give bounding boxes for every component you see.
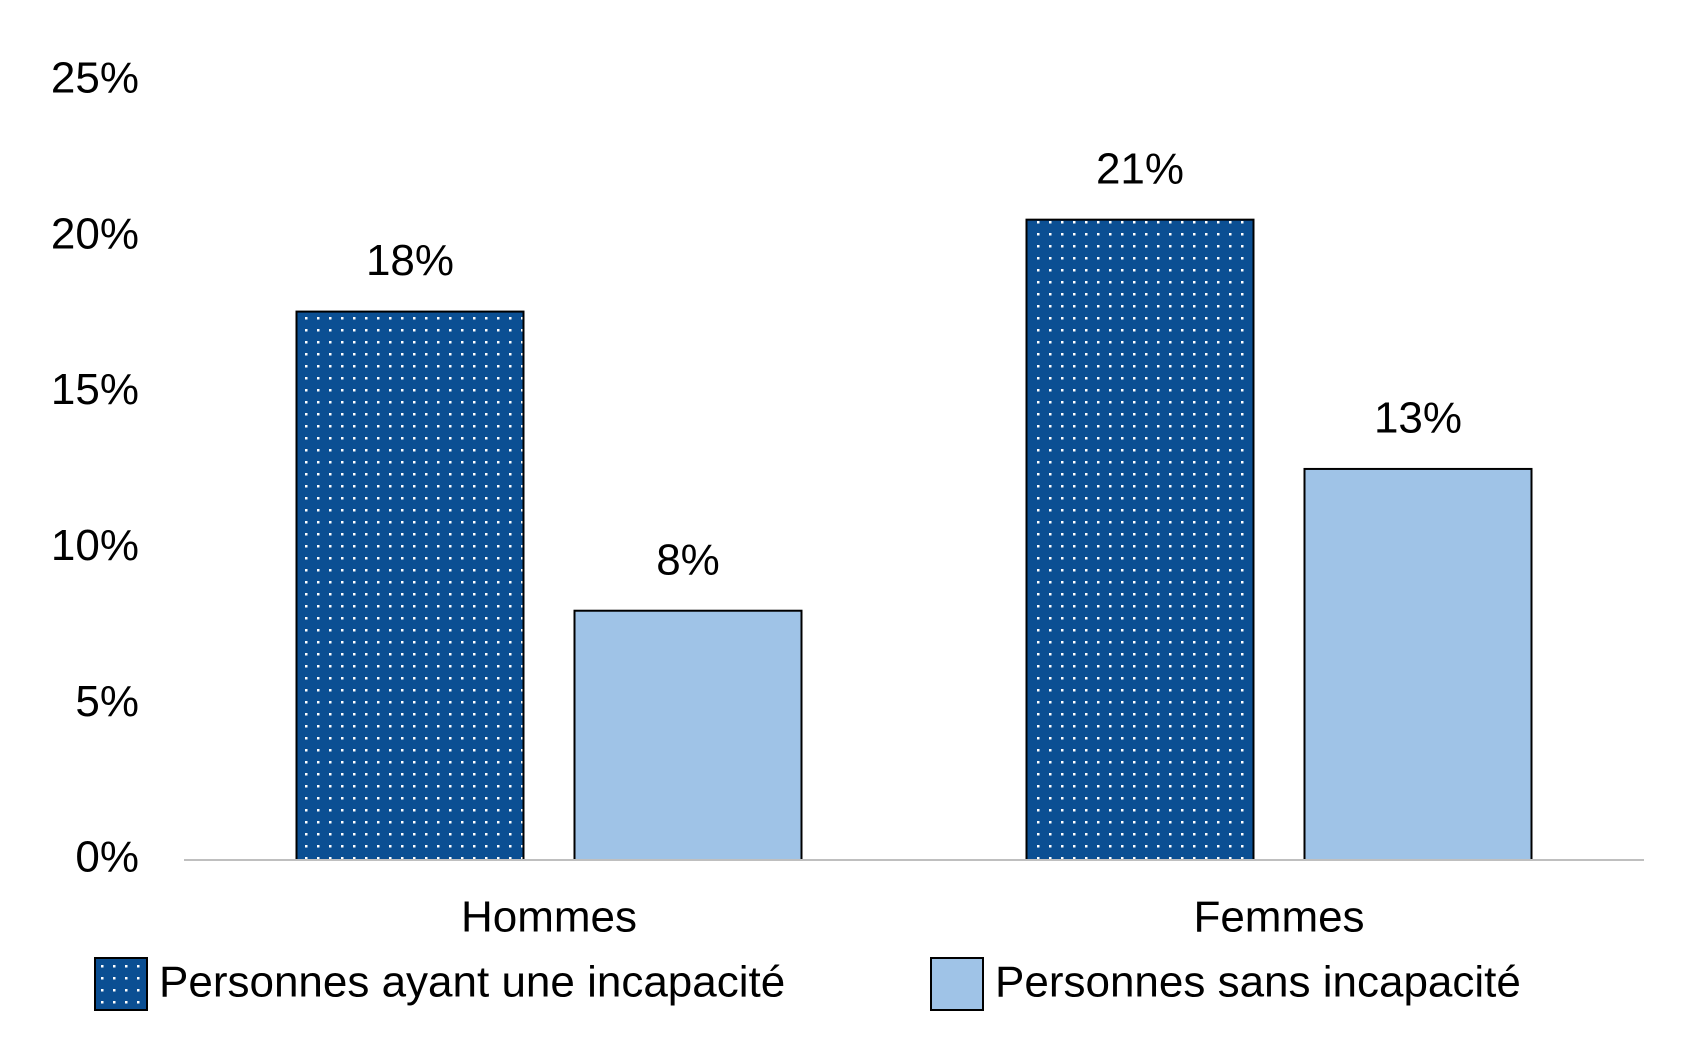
x-tick-label: Femmes — [1193, 893, 1364, 942]
data-label: 8% — [656, 535, 720, 584]
y-tick-label: 0% — [75, 833, 139, 882]
legend-swatch — [94, 957, 148, 1011]
bar — [573, 609, 803, 861]
bar — [295, 310, 525, 862]
legend-label: Personnes sans incapacité — [995, 958, 1521, 1007]
y-tick-label: 5% — [75, 677, 139, 726]
legend-label: Personnes ayant une incapacité — [159, 958, 785, 1007]
y-tick-label: 20% — [51, 209, 139, 258]
legend-swatch — [930, 957, 984, 1011]
bar — [1025, 218, 1255, 862]
data-label: 13% — [1374, 394, 1462, 443]
y-tick-label: 10% — [51, 521, 139, 570]
y-tick-label: 15% — [51, 365, 139, 414]
x-tick-label: Hommes — [461, 893, 637, 942]
y-tick-label: 25% — [51, 54, 139, 103]
bar — [1303, 467, 1533, 861]
data-label: 18% — [366, 236, 454, 285]
data-label: 21% — [1096, 144, 1184, 193]
